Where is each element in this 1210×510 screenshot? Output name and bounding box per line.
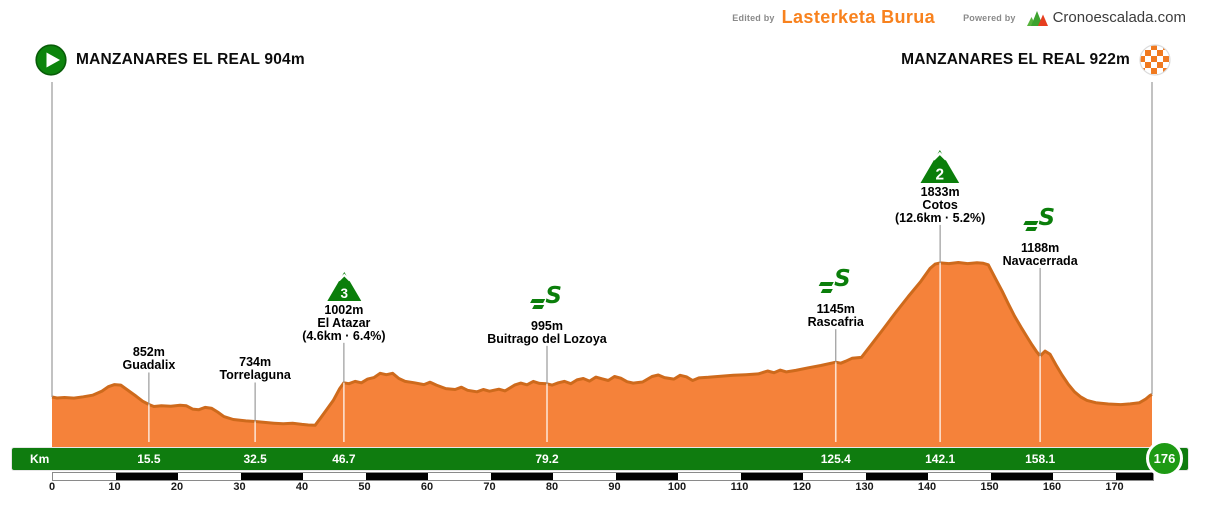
ruler-number-50: 50 xyxy=(358,481,371,493)
route-finish: MANZANARES EL REAL 922m xyxy=(901,44,1171,76)
distance-ruler xyxy=(52,472,1154,481)
ruler-number-140: 140 xyxy=(917,481,937,493)
ruler-number-130: 130 xyxy=(855,481,874,493)
editor-brand-link[interactable]: Lasterketa Burua xyxy=(781,7,936,27)
ruler-number-170: 170 xyxy=(1105,481,1124,493)
elevation-line xyxy=(51,261,1153,427)
start-title: MANZANARES EL REAL 904m xyxy=(76,51,305,68)
ruler-number-30: 30 xyxy=(233,481,246,493)
ruler-number-100: 100 xyxy=(667,481,687,493)
ruler-number-40: 40 xyxy=(295,481,309,493)
ruler-segment xyxy=(115,473,178,480)
ruler-number-70: 70 xyxy=(483,481,496,493)
ruler-segment xyxy=(490,473,553,480)
km-tick-buitrago-del-lozoya: 79.2 xyxy=(535,452,559,466)
start-icon xyxy=(35,44,67,76)
ruler-segment xyxy=(615,473,678,480)
ruler-number-110: 110 xyxy=(730,481,749,493)
km-tick-navacerrada: 158.1 xyxy=(1025,452,1056,466)
ruler-number-0: 0 xyxy=(48,481,56,493)
finish-flag-icon xyxy=(1139,44,1171,76)
ruler-number-120: 120 xyxy=(792,481,812,493)
site-brand-link[interactable]: Cronoescalada.com xyxy=(1052,9,1186,26)
km-unit-label: Km xyxy=(30,452,50,466)
finish-title: MANZANARES EL REAL 922m xyxy=(901,51,1130,68)
km-tick-rascafria: 125.4 xyxy=(820,452,851,466)
ruler-number-80: 80 xyxy=(545,481,559,493)
elevation-area xyxy=(52,262,1152,447)
km-tick-el-atazar: 46.7 xyxy=(332,452,356,466)
ruler-number-10: 10 xyxy=(108,481,121,493)
ruler-number-150: 150 xyxy=(980,481,999,493)
edited-by-label: Edited by xyxy=(732,12,775,23)
ruler-segment xyxy=(740,473,803,480)
ruler-number-160: 160 xyxy=(1042,481,1062,493)
header: Edited by Lasterketa Burua Powered by Cr… xyxy=(732,7,1186,28)
km-tick-torrelaguna: 32.5 xyxy=(243,452,267,466)
ruler-number-20: 20 xyxy=(170,481,184,493)
ruler-segment xyxy=(240,473,303,480)
powered-by-label: Powered by xyxy=(963,12,1016,23)
km-tick-guadalix: 15.5 xyxy=(137,452,161,466)
ruler-segment xyxy=(990,473,1053,480)
ruler-number-90: 90 xyxy=(608,481,621,493)
route-start: MANZANARES EL REAL 904m xyxy=(35,44,305,76)
km-bar: Km xyxy=(12,448,1188,470)
km-tick-cotos: 142.1 xyxy=(925,452,956,466)
total-distance-badge: 176 xyxy=(1146,440,1183,477)
ruler-number-60: 60 xyxy=(420,481,434,493)
mountains-logo-icon xyxy=(1026,11,1048,26)
ruler-segment xyxy=(365,473,428,480)
ruler-segment xyxy=(1115,473,1153,480)
ruler-segment xyxy=(865,473,928,480)
